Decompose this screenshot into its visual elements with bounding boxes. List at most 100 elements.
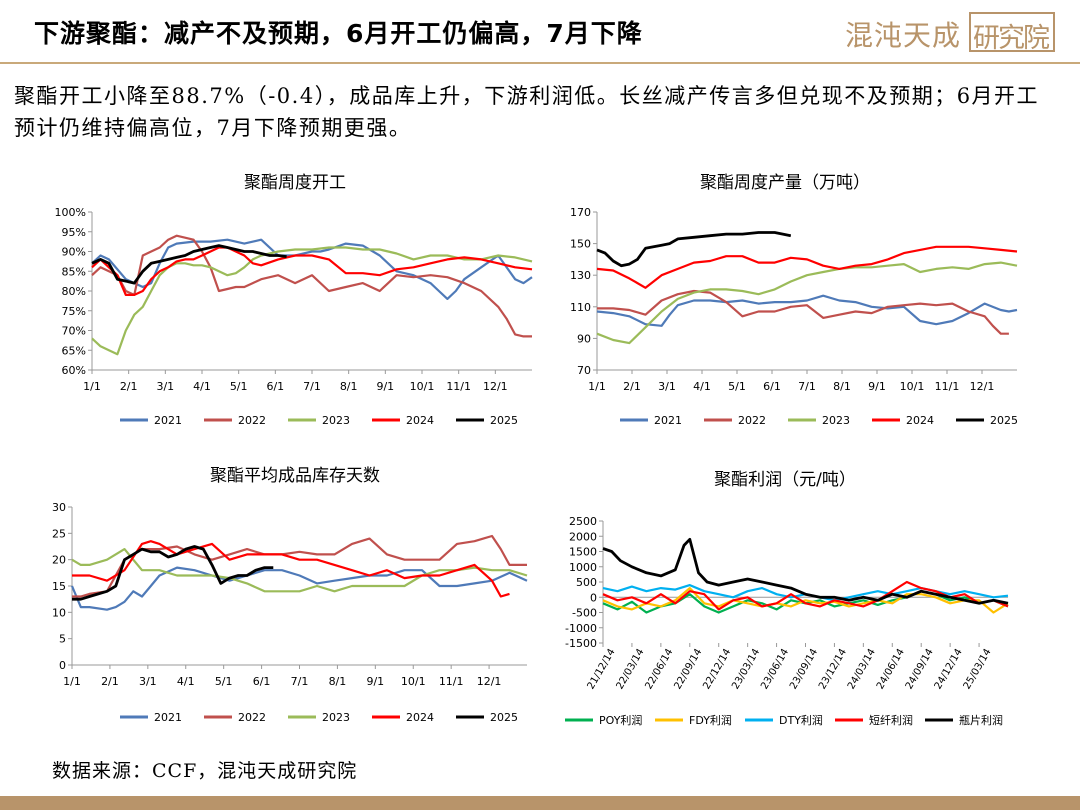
series-line-2022 bbox=[91, 234, 532, 338]
series-line-2021 bbox=[70, 566, 528, 611]
x-tick-label: 6/1 bbox=[266, 380, 284, 393]
legend-label: 短纤利润 bbox=[869, 713, 913, 727]
legend-item: 2022 bbox=[704, 414, 766, 427]
legend-item: 2021 bbox=[120, 414, 182, 427]
x-tick-label: 24/09/14 bbox=[904, 647, 936, 691]
logo-box: 研究院 bbox=[969, 12, 1055, 54]
legend-item: 2024 bbox=[872, 414, 934, 427]
legend-label: 2022 bbox=[738, 414, 766, 427]
x-tick-label: 10/1 bbox=[401, 675, 426, 688]
legend-label: 2023 bbox=[322, 711, 350, 724]
x-tick-label: 5/1 bbox=[728, 380, 746, 393]
x-tick-label: 7/1 bbox=[291, 675, 309, 688]
chart-title: 聚酯周度开工 bbox=[244, 173, 346, 193]
series-line-2023 bbox=[596, 261, 1018, 345]
x-tick-label: 22/12/14 bbox=[701, 647, 733, 691]
y-tick-label: 500 bbox=[576, 576, 597, 589]
x-tick-label: 23/03/14 bbox=[730, 647, 762, 691]
x-tick-label: 12/1 bbox=[970, 380, 995, 393]
legend-label: 瓶片利润 bbox=[959, 713, 1003, 727]
y-tick-label: -500 bbox=[572, 607, 597, 620]
summary-text: 聚酯开工小降至88.7%（-0.4），成品库上升，下游利润低。长丝减产传言多但兑… bbox=[14, 84, 1040, 140]
y-tick-label: 15 bbox=[52, 580, 66, 593]
x-tick-label: 1/1 bbox=[83, 380, 101, 393]
source-note: 数据来源：CCF，混沌天成研究院 bbox=[52, 760, 358, 782]
chart-weekly-output: 聚酯周度产量（万吨） 170 150 130 110 90 70 1/1 2/1 3/1 4/1 5/… bbox=[570, 173, 1018, 427]
y-tick-label: 30 bbox=[52, 501, 66, 514]
legend-item: DTY利润 bbox=[745, 713, 823, 727]
y-tick-label: -1500 bbox=[565, 637, 597, 650]
legend-label: 2023 bbox=[322, 414, 350, 427]
legend-label: 2025 bbox=[490, 414, 518, 427]
y-tick-label: 2000 bbox=[569, 530, 597, 543]
series-line-2021 bbox=[596, 294, 1018, 327]
x-tick-label: 22/09/14 bbox=[672, 647, 704, 691]
x-tick-label: 8/1 bbox=[833, 380, 851, 393]
x-tick-label: 23/06/14 bbox=[759, 647, 791, 691]
footer-bar bbox=[0, 796, 1080, 810]
legend-item: 2025 bbox=[456, 414, 518, 427]
legend-label: FDY利润 bbox=[689, 713, 732, 727]
x-tick-label: 6/1 bbox=[763, 380, 781, 393]
x-tick-label: 12/1 bbox=[477, 675, 502, 688]
legend-label: POY利润 bbox=[599, 713, 642, 727]
x-tick-label: 4/1 bbox=[693, 380, 711, 393]
y-tick-label: -1000 bbox=[565, 622, 597, 635]
y-tick-label: 75% bbox=[62, 305, 86, 318]
y-tick-label: 100% bbox=[55, 206, 86, 219]
y-tick-label: 5 bbox=[59, 633, 66, 646]
y-tick-label: 110 bbox=[570, 301, 591, 314]
series-line-短纤利润 bbox=[602, 580, 1009, 611]
x-tick-label: 25/03/14 bbox=[962, 647, 994, 691]
legend-item: 2022 bbox=[204, 711, 266, 724]
chart-inventory-days: 聚酯平均成品库存天数 30 25 20 15 10 5 0 1/1 2/1 3/1 4/1 5/1 6/1… bbox=[52, 466, 528, 724]
legend-label: 2025 bbox=[490, 711, 518, 724]
x-tick-label: 12/1 bbox=[483, 380, 508, 393]
legend-label: 2023 bbox=[822, 414, 850, 427]
y-tick-label: 60% bbox=[62, 364, 86, 377]
legend-item: 短纤利润 bbox=[835, 713, 913, 727]
y-tick-label: 65% bbox=[62, 344, 86, 357]
y-tick-label: 2500 bbox=[569, 515, 597, 528]
chart-title: 聚酯平均成品库存天数 bbox=[210, 466, 380, 486]
x-tick-label: 23/09/14 bbox=[788, 647, 820, 691]
legend-item: 2024 bbox=[372, 711, 434, 724]
x-tick-label: 11/1 bbox=[439, 675, 464, 688]
y-tick-label: 80% bbox=[62, 285, 86, 298]
legend-label: 2021 bbox=[154, 414, 182, 427]
x-tick-label: 22/06/14 bbox=[643, 647, 675, 691]
y-tick-label: 0 bbox=[59, 659, 66, 672]
legend-item: FDY利润 bbox=[655, 713, 732, 727]
y-tick-label: 10 bbox=[52, 606, 66, 619]
x-tick-label: 8/1 bbox=[340, 380, 358, 393]
x-tick-label: 11/1 bbox=[446, 380, 471, 393]
y-tick-label: 95% bbox=[62, 226, 86, 239]
legend-item: 2025 bbox=[456, 711, 518, 724]
legend-item: 2025 bbox=[956, 414, 1018, 427]
legend-item: 2023 bbox=[288, 711, 350, 724]
y-tick-label: 85% bbox=[62, 265, 86, 278]
series-line-2025 bbox=[91, 244, 287, 285]
y-tick-label: 25 bbox=[52, 527, 66, 540]
legend-label: 2024 bbox=[406, 711, 434, 724]
y-tick-label: 1500 bbox=[569, 546, 597, 559]
x-tick-label: 4/1 bbox=[177, 675, 195, 688]
logo-text: 混沌天成 bbox=[845, 19, 962, 52]
chart-profit: 聚酯利润（元/吨） 2500 2000 1500 1000 500 0 -500 -1000 -1… bbox=[565, 470, 1009, 727]
y-tick-label: 90% bbox=[62, 246, 86, 259]
legend-item: 2022 bbox=[204, 414, 266, 427]
x-tick-label: 11/1 bbox=[935, 380, 960, 393]
y-tick-label: 70% bbox=[62, 325, 86, 338]
x-tick-label: 4/1 bbox=[193, 380, 211, 393]
header: 下游聚酯：减产不及预期，6月开工仍偏高，7月下降 混沌天成 研究院 bbox=[0, 0, 1080, 66]
x-tick-label: 24/06/14 bbox=[875, 647, 907, 691]
x-tick-label: 6/1 bbox=[253, 675, 271, 688]
x-tick-label: 2/1 bbox=[101, 675, 119, 688]
legend-label: 2024 bbox=[906, 414, 934, 427]
y-tick-label: 70 bbox=[577, 364, 591, 377]
series-line-2023 bbox=[91, 246, 533, 356]
chart-weekly-operating-rate: 聚酯周度开工 100% 95% 90% 85% 80% 75% 70% 65% 60% 1/1 2/1… bbox=[55, 173, 533, 427]
x-tick-label: 10/1 bbox=[900, 380, 925, 393]
legend-item: 2023 bbox=[288, 414, 350, 427]
legend-label: 2022 bbox=[238, 414, 266, 427]
